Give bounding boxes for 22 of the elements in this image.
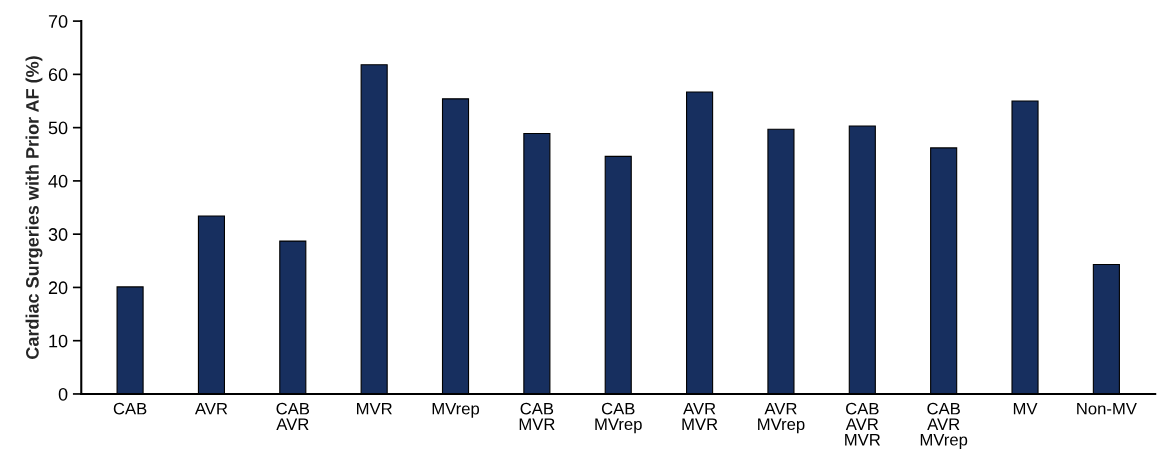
x-tick-label: CAB MVR [519, 402, 555, 430]
y-tick-label: 0 [58, 387, 68, 401]
x-tick-label: CAB [113, 402, 147, 415]
x-tick-label: Non-MV [1077, 402, 1137, 415]
x-tick-label: MVR [357, 402, 392, 415]
x-tick-label: AVR MVR [682, 402, 718, 430]
y-tick-label: 10 [49, 334, 68, 348]
x-tick-label: MV [1013, 402, 1038, 415]
x-tick-label: MVrep [432, 402, 480, 418]
y-tick-label: 30 [48, 228, 68, 241]
y-axis-title: Cardiac Surgeries with Prior AF (%) [25, 56, 43, 359]
x-tick-label: CAB AVR MVR [845, 402, 881, 446]
x-tick-label: CAB AVR [276, 402, 310, 430]
y-tick-label: 70 [48, 15, 68, 28]
y-tick-label: 50 [48, 121, 68, 135]
x-tick-label: CAB AVR MVrep [920, 402, 968, 449]
x-tick-label: AVR [194, 402, 228, 415]
x-tick-label: AVR MVrep [758, 402, 805, 434]
y-tick-label: 60 [48, 68, 68, 82]
x-tick-label: CAB MVrep [595, 402, 642, 434]
y-tick-label: 40 [48, 174, 68, 188]
y-tick-label: 20 [48, 281, 68, 295]
